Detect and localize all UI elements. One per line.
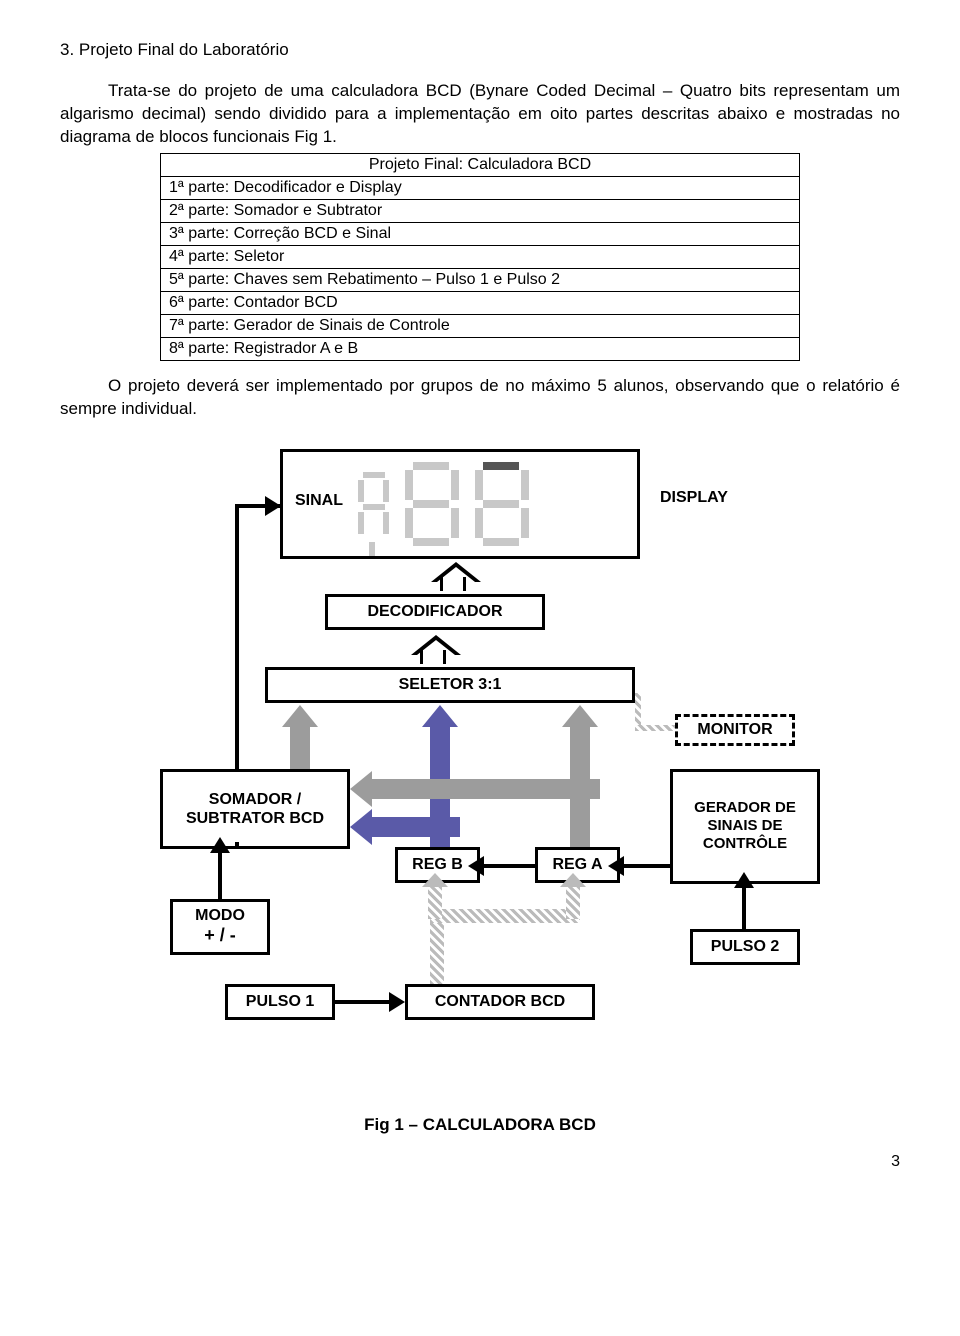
modo-label: MODO xyxy=(195,906,245,925)
gerador-box: GERADOR DE SINAIS DE CONTRÔLE xyxy=(670,769,820,884)
decodificador-box: DECODIFICADOR xyxy=(325,594,545,630)
display-label: DISPLAY xyxy=(660,489,728,507)
table-row: 8ª parte: Registrador A e B xyxy=(161,337,800,360)
table-row: 7ª parte: Gerador de Sinais de Controle xyxy=(161,314,800,337)
seletor-box: SELETOR 3:1 xyxy=(265,667,635,703)
page-number: 3 xyxy=(60,1153,900,1171)
modo-box: MODO + / - xyxy=(170,899,270,955)
sinal-label: SINAL xyxy=(295,492,343,510)
table-row: 4ª parte: Seletor xyxy=(161,245,800,268)
display-box: SINAL xyxy=(280,449,640,559)
table-row: 5ª parte: Chaves sem Rebatimento – Pulso… xyxy=(161,268,800,291)
table-row: 3ª parte: Correção BCD e Sinal xyxy=(161,222,800,245)
pulso1-box: PULSO 1 xyxy=(225,984,335,1020)
followup-paragraph: O projeto deverá ser implementado por gr… xyxy=(60,375,900,421)
table-row: 2ª parte: Somador e Subtrator xyxy=(161,199,800,222)
modo-sign: + / - xyxy=(204,925,236,947)
section-title: 3. Projeto Final do Laboratório xyxy=(60,40,900,60)
table-title: Projeto Final: Calculadora BCD xyxy=(161,153,800,176)
pulso2-box: PULSO 2 xyxy=(690,929,800,965)
parts-table: Projeto Final: Calculadora BCD 1ª parte:… xyxy=(160,153,800,361)
figure-caption: Fig 1 – CALCULADORA BCD xyxy=(60,1115,900,1135)
block-diagram: SINAL DISPLAY DECODIFICADOR xyxy=(130,449,830,1109)
contador-box: CONTADOR BCD xyxy=(405,984,595,1020)
table-row: 1ª parte: Decodificador e Display xyxy=(161,176,800,199)
intro-paragraph: Trata-se do projeto de uma calculadora B… xyxy=(60,80,900,149)
somador-box: SOMADOR / SUBTRATOR BCD xyxy=(160,769,350,849)
monitor-box: MONITOR xyxy=(675,714,795,746)
table-row: 6ª parte: Contador BCD xyxy=(161,291,800,314)
